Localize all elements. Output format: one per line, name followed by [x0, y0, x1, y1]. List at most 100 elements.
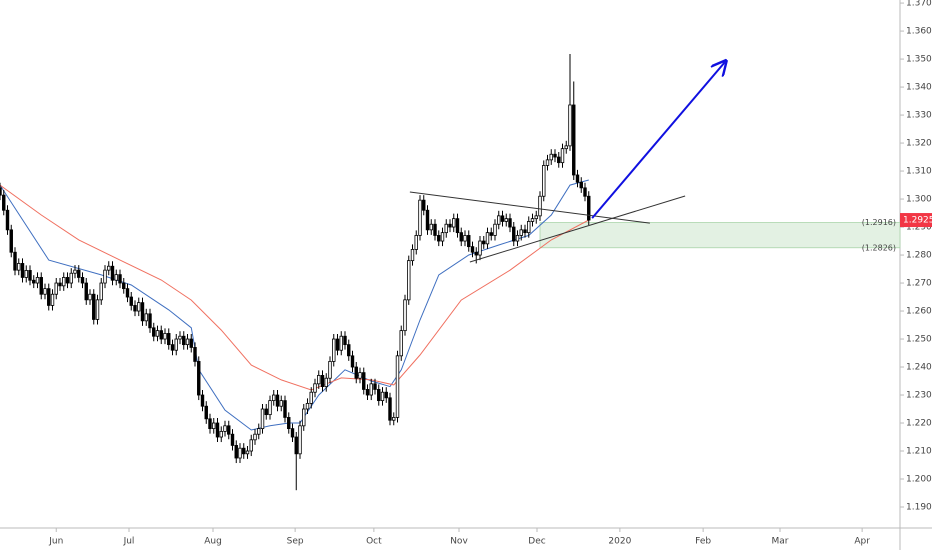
candle-body	[455, 218, 460, 234]
candle-body	[493, 223, 497, 236]
y-tick-label: 1.3200	[906, 139, 932, 149]
x-tick-label: Mar	[772, 537, 789, 547]
candle-body	[564, 145, 568, 150]
candle-body	[152, 327, 156, 337]
candle-body	[69, 272, 73, 284]
candle-body	[298, 425, 302, 455]
candle-body	[489, 232, 493, 236]
candle-body	[159, 330, 163, 340]
candle-body	[144, 313, 148, 322]
candle-body	[283, 400, 287, 418]
candle-body	[302, 408, 306, 427]
candle-body	[545, 159, 550, 166]
y-tick-label: 1.3300	[906, 111, 932, 121]
candle-body	[328, 361, 332, 379]
candle-body	[234, 445, 238, 459]
candle-body	[335, 338, 340, 351]
candle-body	[238, 447, 242, 459]
candle-body	[478, 240, 482, 256]
x-tick-label: Jul	[123, 537, 135, 547]
candle-body	[107, 265, 111, 271]
candle-body	[515, 235, 520, 242]
candle-body	[369, 383, 373, 396]
candle-body	[13, 251, 17, 271]
candle-body	[339, 335, 343, 351]
candle-body	[313, 383, 317, 393]
candle-body	[365, 389, 370, 396]
candle-body	[482, 240, 486, 245]
candle-body	[77, 269, 81, 278]
candle-body	[20, 263, 25, 278]
candle-body	[350, 355, 355, 368]
candle-body	[504, 218, 508, 222]
candle-body	[508, 218, 512, 228]
candle-body	[58, 282, 62, 287]
candle-body	[122, 282, 126, 290]
candle-body	[553, 153, 557, 158]
candle-body	[309, 391, 313, 404]
candle-body	[148, 313, 152, 329]
candle-body	[395, 355, 400, 418]
y-tick-label: 1.3400	[906, 83, 932, 93]
candle-body	[242, 447, 246, 455]
candle-body	[380, 391, 385, 402]
candle-body	[24, 270, 28, 278]
candle-body	[523, 229, 527, 234]
candle-body	[474, 251, 478, 256]
candle-body	[354, 366, 358, 379]
y-tick-label: 1.3000	[906, 195, 932, 205]
candle-body	[257, 428, 261, 435]
candle-body	[317, 375, 321, 385]
candle-body	[538, 195, 542, 217]
candle-body	[373, 383, 377, 390]
candle-body	[579, 181, 583, 189]
candle-body	[448, 223, 452, 228]
moving-average	[0, 184, 590, 391]
candle-body	[163, 333, 167, 340]
candle-body	[444, 223, 448, 234]
candle-body	[332, 338, 336, 362]
candle-body	[204, 405, 208, 420]
zone-label: (1.2826)	[862, 243, 896, 252]
candle-body	[324, 377, 328, 388]
candle-body	[279, 400, 283, 407]
candle-body	[414, 235, 418, 250]
candle-body	[399, 330, 403, 357]
y-tick-label: 1.3700	[906, 0, 932, 9]
y-tick-label: 1.2400	[906, 363, 932, 373]
candle-body	[362, 372, 366, 390]
candle-body	[497, 215, 501, 225]
candle-body	[470, 246, 475, 253]
y-tick-label: 1.3600	[906, 27, 932, 37]
y-tick-label: 1.2900	[906, 223, 932, 233]
candle-body	[253, 433, 257, 441]
x-tick-label: Oct	[366, 537, 382, 547]
candle-body	[377, 389, 381, 402]
candle-body	[422, 199, 426, 211]
candle-body	[272, 394, 276, 402]
candle-body	[174, 338, 178, 351]
y-tick-label: 1.2500	[906, 335, 932, 345]
y-tick-label: 1.3500	[906, 55, 932, 65]
trend-line	[409, 191, 650, 224]
candle-body	[347, 344, 351, 357]
candle-body	[403, 299, 407, 332]
candle-body	[290, 428, 295, 438]
candle-body	[95, 299, 100, 320]
candle-body	[452, 218, 456, 228]
last-price-badge	[900, 213, 932, 228]
candle-body	[129, 296, 133, 306]
candle-body	[305, 403, 310, 410]
candle-body	[230, 433, 235, 446]
candle-body	[463, 235, 467, 242]
candle-body	[320, 375, 325, 388]
candle-body	[118, 274, 122, 284]
candle-body	[388, 397, 392, 421]
candle-body	[425, 209, 430, 231]
candle-body	[50, 293, 55, 306]
candle-body	[215, 422, 220, 438]
y-tick-label: 1.2200	[906, 419, 932, 429]
candle-body	[114, 274, 118, 281]
candle-body	[583, 187, 587, 197]
